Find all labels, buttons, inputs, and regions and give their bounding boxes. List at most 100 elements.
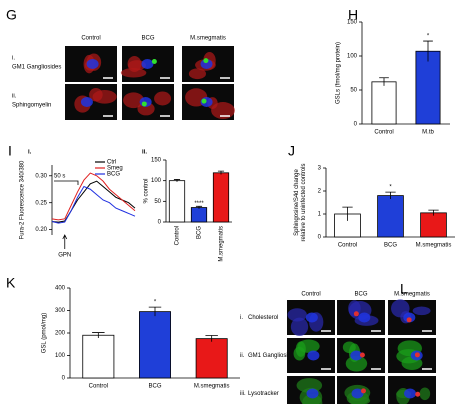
column-header: M.smegmatis [190, 36, 226, 42]
y-tick-label: 0 [158, 220, 162, 226]
panel-label: J [288, 143, 295, 159]
significance: * [154, 300, 157, 306]
bar [371, 81, 397, 125]
row-index: i. [240, 315, 243, 321]
signal [415, 391, 421, 397]
nucleus [350, 350, 363, 361]
y-tick-label: 50 [154, 199, 161, 205]
y-axis-label: Sphingosine/S4d change [294, 168, 300, 235]
cell [128, 60, 146, 71]
y-tick-label: 50 [350, 88, 357, 94]
x-tick-label: Control [374, 130, 393, 136]
error-bar [428, 209, 439, 216]
error-bar [379, 77, 389, 86]
cell [188, 68, 207, 80]
signal [151, 59, 157, 65]
nucleus [404, 388, 417, 399]
y-tick-label: 0.20 [35, 227, 47, 233]
column-header: BCG [141, 36, 154, 42]
scale-label: 50 s [54, 174, 65, 180]
x-tick-label: Control [338, 243, 357, 249]
legend-label: BCG [107, 172, 120, 178]
y-axis-label: % control [144, 178, 150, 203]
error-bar [173, 179, 181, 182]
y-tick-label: 100 [347, 54, 358, 60]
panel-sublabel: i. [28, 150, 32, 156]
cell [342, 341, 356, 354]
row-name: Cholesterol [248, 315, 278, 321]
x-tick-label: M.smegmatis [416, 243, 452, 249]
y-axis-label: GSL (pmol/mg) [42, 313, 48, 353]
cell [123, 92, 144, 109]
y-tick-label: 100 [151, 178, 162, 184]
y-tick-label: 300 [55, 308, 66, 314]
nucleus [86, 59, 99, 69]
panel-label: L [400, 281, 408, 297]
nucleus [305, 312, 318, 323]
bar [415, 50, 441, 125]
row-index: ii. [12, 94, 17, 100]
nucleus [307, 350, 320, 361]
nucleus [306, 388, 319, 399]
cell [89, 88, 103, 102]
cell [211, 102, 235, 120]
cell [154, 91, 172, 106]
x-tick-label: Control [89, 384, 108, 390]
scale-bar [54, 180, 79, 185]
nucleus [358, 312, 371, 323]
signal [359, 352, 365, 358]
x-tick-label: BCG [148, 384, 161, 390]
column-header: M.smegmatis [394, 292, 430, 298]
y-tick-label: 0.30 [35, 173, 47, 179]
y-tick-label: 2 [318, 189, 322, 195]
gpn-arrow [62, 234, 68, 249]
column-header: BCG [354, 292, 367, 298]
y-tick-label: 200 [55, 331, 66, 337]
error-bar [217, 170, 225, 175]
nucleus [351, 388, 364, 399]
bar [82, 334, 115, 379]
cell [296, 378, 323, 393]
y-tick-label: 100 [55, 353, 66, 359]
cell [290, 317, 309, 337]
error-bar [92, 332, 105, 338]
signal [201, 98, 207, 104]
row-index: ii. [240, 353, 245, 359]
legend-label: Ctrl [107, 160, 116, 166]
bar [195, 338, 228, 379]
row-name: Sphingomyelin [12, 103, 51, 109]
cell [297, 339, 320, 353]
error-bar [342, 206, 353, 221]
error-bar [423, 40, 433, 62]
y-tick-label: 3 [318, 166, 322, 172]
error-bar [205, 335, 218, 342]
y-tick-label: 150 [151, 158, 162, 164]
column-header: Control [81, 36, 100, 42]
nucleus [141, 59, 154, 69]
y-tick-label: 0 [62, 376, 66, 382]
panel-label: H [348, 7, 358, 23]
y-tick-label: 1 [318, 212, 322, 218]
x-tick-label: BCG [197, 226, 203, 239]
x-tick-label: BCG [384, 243, 397, 249]
bar [377, 195, 404, 238]
cell [120, 68, 147, 78]
trace [51, 180, 136, 223]
panel-sublabel: ii. [142, 150, 147, 156]
y-axis-label: Fura-2 Fluorescence 340/380 [20, 160, 26, 239]
signal [360, 388, 366, 394]
row-index: i. [12, 56, 15, 62]
y-tick-label: 0.25 [35, 200, 47, 206]
nucleus [200, 59, 213, 69]
trace [51, 172, 136, 221]
y-axis-label: relative to uninfected controls [301, 163, 307, 241]
x-tick-label: Control [175, 226, 181, 245]
signal [203, 58, 209, 64]
signal [414, 352, 420, 358]
bar [420, 212, 447, 238]
error-bar [195, 205, 203, 209]
significance: **** [194, 201, 204, 207]
row-name: GM1 Gangliosides [12, 65, 61, 71]
panel-label: I [8, 143, 12, 159]
legend-label: Smeg [107, 166, 123, 172]
